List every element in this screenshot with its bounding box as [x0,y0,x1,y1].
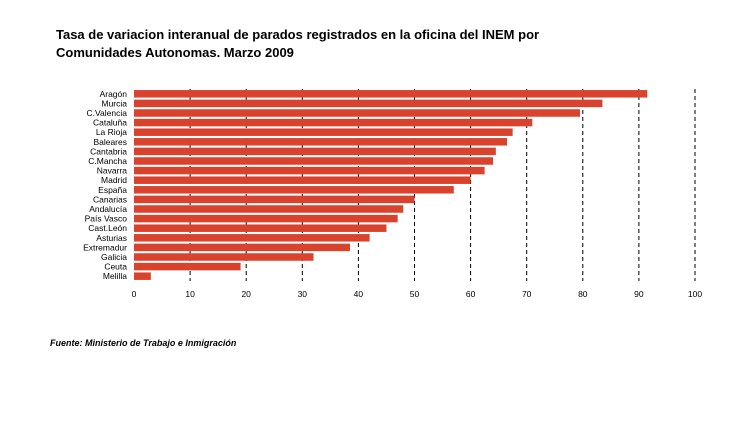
bar [134,157,494,165]
x-tick-label: 30 [298,289,308,299]
bar [134,205,404,213]
x-tick-label: 0 [132,289,137,299]
bar [134,272,151,280]
category-label: Asturias [96,233,127,243]
category-label: C.Valencia [87,108,128,118]
bar [134,214,398,223]
category-label: Canarias [93,194,127,204]
bar [134,234,370,242]
x-tick-label: 40 [354,289,364,299]
gridlines [189,89,696,281]
bar [134,128,513,136]
category-label: Cast.León [88,223,127,233]
bar [134,166,485,175]
x-tick-label: 60 [466,289,476,299]
bar [134,262,241,271]
x-tick-label: 90 [634,289,644,299]
x-tick-label: 100 [688,289,702,299]
x-tick-labels: 0 10 20 30 40 50 60 70 80 90 100 [132,289,703,299]
category-label: La Rioja [96,127,127,137]
bar [134,147,496,156]
x-tick-label: 70 [522,289,532,299]
category-label: España [98,185,127,195]
category-label: País Vasco [85,214,128,224]
bar [134,99,603,108]
bar [134,224,387,232]
chart-title-line-1: Tasa de variacion interanual de parados … [56,27,540,42]
category-label: Extremadur [83,242,127,252]
category-label: C.Mancha [88,156,127,166]
category-label: Madrid [101,175,127,185]
x-tick-label: 80 [578,289,588,299]
x-tick-label: 50 [410,289,420,299]
category-label: Navarra [97,166,128,176]
x-tick-label: 10 [185,289,195,299]
bar [134,253,314,261]
chart-title-line-2: Comunidades Autonomas. Marzo 2009 [56,45,294,60]
category-label: Andalucía [89,204,127,214]
bar [134,243,350,252]
x-tick-label: 20 [241,289,251,299]
category-label: Baleares [93,137,127,147]
category-label: Cataluña [93,118,127,128]
bars [134,90,648,280]
category-label: Murcia [101,98,127,108]
category-label: Melilla [103,271,127,281]
bar [134,118,533,127]
bar [134,195,415,204]
category-label: Ceuta [104,262,127,272]
source-note: Fuente: Ministerio de Trabajo e Inmigrac… [50,338,237,348]
bar [134,90,648,98]
category-label: Galicia [101,252,127,262]
bar [134,176,471,184]
bar [134,109,580,117]
chart-title: Tasa de variacion interanual de parados … [56,26,656,62]
bar [134,138,508,146]
category-label: Cantabria [90,146,127,156]
bar [134,186,454,194]
category-label: Aragón [100,89,128,99]
